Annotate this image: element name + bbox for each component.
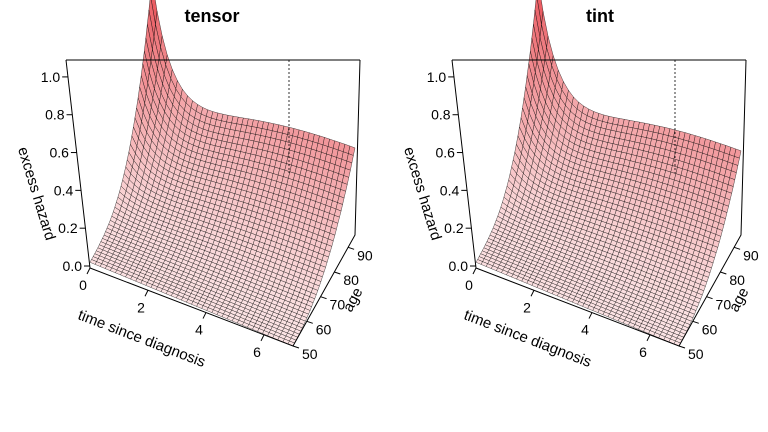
z-tick-label: 1.0 [427,69,447,85]
z-axis-ticks: 0.0 0.2 0.4 0.6 0.8 1.0 [41,69,90,274]
x-tick-label: 6 [639,344,647,360]
x-axis-ticks: 0 2 4 6 [79,267,265,360]
z-tick-label: 0.2 [58,220,78,236]
x-tick [260,334,265,342]
x-tick [144,290,149,297]
z-tick-label: 0.0 [449,258,469,274]
y-tick [334,271,341,275]
y-tick-label: 60 [316,321,332,337]
y-tick-label: 80 [343,272,359,288]
z-tick-label: 0.4 [440,182,460,198]
y-tick [678,345,686,349]
x-tick [202,312,207,319]
x-tick-label: 4 [195,322,203,338]
y-tick-label: 50 [302,346,318,362]
y-tick [306,320,313,324]
y-tick [692,320,699,324]
chart-title: tensor [184,6,239,26]
x-tick [530,290,535,297]
z-tick-label: 0.6 [435,145,455,161]
z-tick-label: 0.6 [49,145,69,161]
y-tick-label: 90 [743,247,759,263]
z-tick-label: 0.4 [54,182,74,198]
x-tick-label: 6 [253,344,261,360]
x-tick [472,267,477,275]
panel-tensor: tensor 0.0 0.2 0.4 0.6 0.8 1.0 0 2 4 6 50 60 70 80 9… [14,0,373,371]
y-tick-label: 60 [702,321,718,337]
z-tick-label: 0.8 [431,107,451,123]
y-tick [320,296,327,300]
y-tick-label: 50 [688,346,704,362]
chart-title: tint [586,6,614,26]
z-tick-label: 0.0 [63,258,83,274]
x-axis-label: time since diagnosis [76,307,208,371]
z-axis-ticks: 0.0 0.2 0.4 0.6 0.8 1.0 [427,69,476,274]
y-axis-ticks: 50 60 70 80 90 [292,246,373,362]
z-tick-label: 1.0 [41,69,61,85]
surface-mesh [475,0,742,347]
y-tick-label: 90 [357,247,373,263]
y-tick [706,296,713,300]
x-tick [86,267,91,275]
surface-mesh [89,0,356,347]
x-tick-label: 2 [137,299,145,315]
y-tick [292,345,300,349]
x-tick [646,334,651,342]
x-tick-label: 4 [581,322,589,338]
x-tick [588,312,593,319]
y-tick [720,271,727,275]
x-tick-label: 0 [79,277,87,293]
y-tick [733,246,741,250]
z-tick-label: 0.8 [45,107,65,123]
x-tick-label: 2 [523,299,531,315]
y-tick [347,246,355,250]
x-tick-label: 0 [465,277,473,293]
x-axis-label: time since diagnosis [462,307,594,371]
y-tick-label: 70 [330,297,346,313]
z-tick-label: 0.2 [444,220,464,236]
